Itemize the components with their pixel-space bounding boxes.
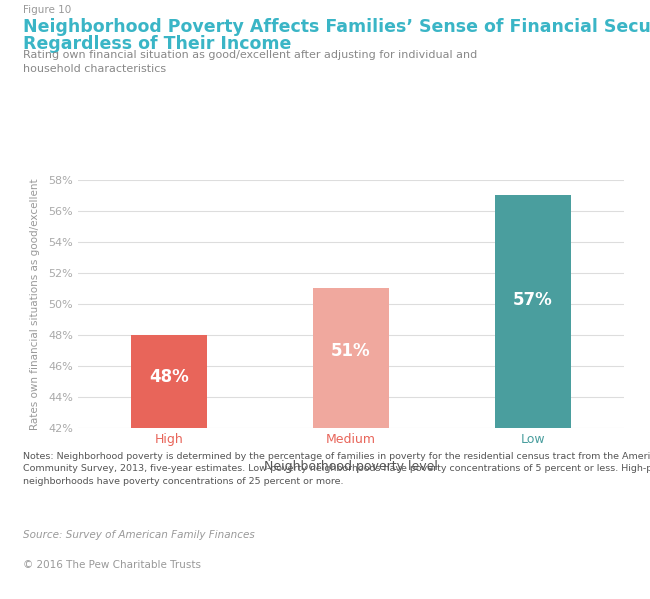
Bar (313, 289, 389, 428)
Text: 51%: 51% (332, 343, 370, 361)
Text: Regardless of Their Income: Regardless of Their Income (23, 35, 291, 53)
Text: Neighborhood Poverty Affects Families’ Sense of Financial Security,: Neighborhood Poverty Affects Families’ S… (23, 18, 650, 36)
Y-axis label: Rates own financial situations as good/excellent: Rates own financial situations as good/e… (30, 178, 40, 430)
Bar (495, 195, 571, 428)
Text: Figure 10: Figure 10 (23, 5, 71, 15)
Text: Notes: Neighborhood poverty is determined by the percentage of families in pover: Notes: Neighborhood poverty is determine… (23, 452, 650, 486)
Text: © 2016 The Pew Charitable Trusts: © 2016 The Pew Charitable Trusts (23, 560, 201, 570)
Text: 48%: 48% (149, 368, 189, 386)
X-axis label: Neighborhood poverty level: Neighborhood poverty level (264, 460, 438, 473)
Text: Rating own financial situation as good/excellent after adjusting for individual : Rating own financial situation as good/e… (23, 50, 477, 74)
Bar (131, 335, 207, 428)
Text: 57%: 57% (513, 291, 553, 309)
Text: Source: Survey of American Family Finances: Source: Survey of American Family Financ… (23, 530, 255, 540)
